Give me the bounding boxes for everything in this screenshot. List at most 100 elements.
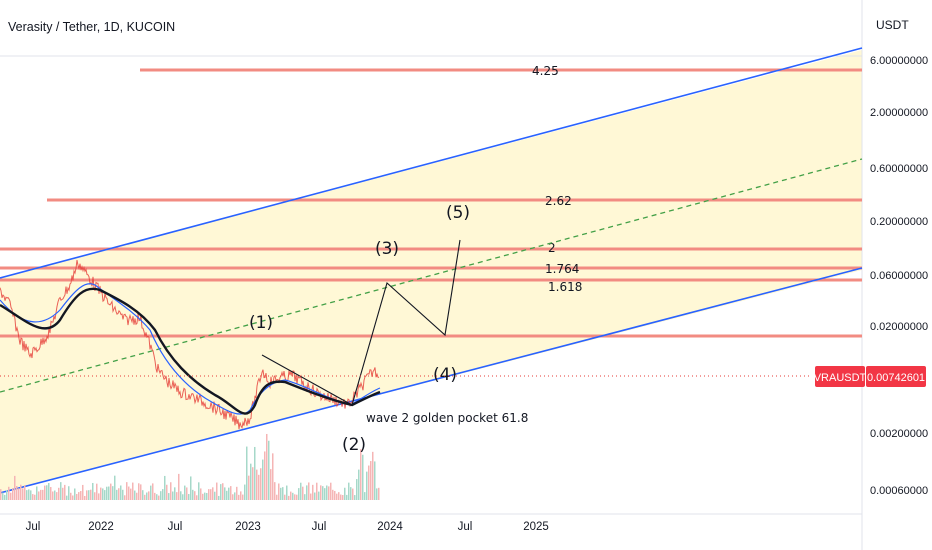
volume-bar — [360, 449, 362, 500]
volume-bar — [76, 493, 78, 500]
volume-bar — [310, 493, 312, 500]
volume-bar — [374, 461, 376, 500]
wave-projection-path — [261, 239, 461, 406]
volume-bar — [364, 492, 366, 500]
volume-bar — [148, 491, 150, 500]
time-axis-tick: 2022 — [88, 521, 114, 533]
volume-bar — [184, 485, 186, 500]
volume-bar — [164, 475, 166, 500]
volume-bar — [302, 486, 304, 500]
currency-label: USDT — [876, 18, 909, 32]
volume-bar — [234, 492, 236, 500]
volume-bar — [288, 495, 290, 500]
volume-bar — [178, 473, 180, 500]
volume-bar — [74, 488, 76, 500]
volume-bar — [82, 484, 84, 500]
volume-bar — [252, 467, 254, 500]
volume-bar — [66, 495, 68, 500]
volume-bar — [142, 490, 144, 500]
volume-bar — [316, 482, 318, 500]
price-axis-tick: 0.20000000 — [870, 216, 928, 228]
time-axis-tick: 2025 — [523, 521, 549, 533]
volume-bar — [94, 492, 96, 500]
volume-bar — [246, 446, 248, 500]
volume-bar — [270, 469, 272, 500]
volume-bar — [78, 492, 80, 500]
volume-bar — [326, 485, 328, 500]
volume-bar — [224, 487, 226, 500]
last-price-value: 0.00742601 — [867, 372, 925, 384]
volume-bar — [248, 475, 250, 500]
fib-level-label: 4.25 — [532, 64, 559, 78]
time-axis-tick: 2024 — [377, 521, 403, 533]
volume-bar — [92, 482, 94, 500]
price-axis-tick: 0.00200000 — [870, 428, 928, 440]
symbol-tag-label: VRAUSDT — [814, 372, 867, 384]
volume-bar — [26, 490, 28, 500]
volume-bar — [344, 487, 346, 500]
volume-bar — [46, 485, 48, 500]
volume-bar — [38, 491, 40, 500]
volume-bar — [174, 487, 176, 500]
volume-bar — [182, 494, 184, 500]
volume-bar — [272, 453, 274, 500]
volume-bar — [10, 492, 12, 500]
volume-bar — [8, 486, 10, 500]
volume-bar — [14, 475, 16, 500]
volume-bar — [106, 486, 108, 500]
moving-average-slow — [0, 287, 381, 415]
price-axis-tick: 0.60000000 — [870, 163, 928, 175]
volume-bar — [104, 490, 106, 500]
volume-bar — [286, 485, 288, 500]
volume-bar — [190, 476, 192, 500]
volume-bar — [298, 488, 300, 500]
volume-bar — [350, 487, 352, 500]
volume-bar — [86, 490, 88, 500]
volume-bar — [308, 482, 310, 500]
volume-bar — [200, 488, 202, 500]
volume-bar — [176, 492, 178, 500]
volume-bar — [168, 493, 170, 500]
volume-bar — [102, 488, 104, 500]
volume-bar — [358, 469, 360, 500]
volume-bar — [334, 490, 336, 500]
volume-bar — [122, 489, 124, 500]
volume-bar — [274, 482, 276, 500]
volume-bar — [140, 484, 142, 500]
volume-bar — [304, 494, 306, 500]
volume-bar — [162, 489, 164, 500]
volume-bar — [50, 487, 52, 500]
volume-bar — [138, 483, 140, 500]
volume-bar — [70, 492, 72, 500]
volume-bar — [134, 490, 136, 500]
volume-bar — [266, 433, 268, 500]
volume-bar — [48, 483, 50, 500]
volume-bar — [342, 495, 344, 500]
volume-bar — [332, 489, 334, 500]
last-price-tag — [866, 366, 926, 387]
fib-level-label: 1.764 — [545, 262, 579, 276]
volume-bar — [96, 483, 98, 500]
volume-bar — [356, 479, 358, 500]
volume-bar — [244, 484, 246, 500]
volume-bar — [206, 492, 208, 500]
volume-bar — [260, 468, 262, 500]
volume-bar — [340, 494, 342, 500]
volume-bar — [210, 489, 212, 500]
price-line — [0, 260, 380, 430]
volume-bar — [186, 487, 188, 500]
volume-bar — [136, 492, 138, 500]
time-axis-tick: Jul — [458, 521, 473, 533]
volume-bar — [354, 495, 356, 500]
wave-label: (1) — [249, 313, 273, 333]
wave-label: (4) — [433, 365, 457, 385]
price-axis-tick: 0.00060000 — [870, 485, 928, 497]
volume-bar — [256, 469, 258, 500]
volume-bar — [328, 486, 330, 500]
volume-bar — [330, 482, 332, 500]
volume-bar — [20, 484, 22, 500]
volume-bar — [264, 451, 266, 500]
volume-bar — [146, 492, 148, 500]
volume-bar — [130, 488, 132, 500]
